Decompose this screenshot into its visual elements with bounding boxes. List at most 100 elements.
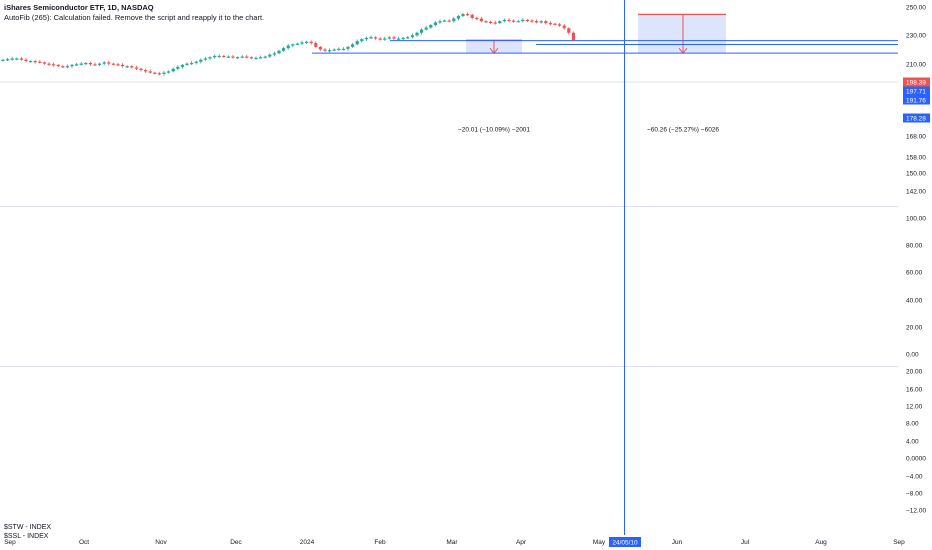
- candle-body: [387, 37, 391, 39]
- candle-body: [111, 63, 115, 65]
- candle-body: [544, 21, 548, 24]
- candle-body: [75, 64, 79, 66]
- price-label: 197.71: [906, 89, 926, 96]
- candle-body: [507, 19, 511, 22]
- time-cursor-bg: [609, 537, 641, 547]
- candle-body: [383, 38, 387, 40]
- candle-body: [88, 62, 92, 65]
- candle-body: [429, 25, 433, 28]
- candle-body: [268, 54, 272, 57]
- measure-label-bg: [638, 123, 728, 135]
- candle-body: [245, 56, 249, 58]
- candle-body: [351, 44, 355, 47]
- time-axis-label: Oct: [79, 539, 89, 546]
- candle-body: [56, 64, 60, 67]
- price-label: 178.28: [906, 116, 926, 123]
- price-axis-tick: 158.00: [906, 155, 926, 162]
- candle-body: [116, 64, 120, 66]
- candlesticks: [1, 12, 575, 76]
- candle-body: [29, 61, 33, 63]
- candle-body: [378, 38, 382, 40]
- candle-body: [360, 39, 364, 42]
- candle-body: [222, 55, 226, 58]
- candle-body: [424, 27, 428, 30]
- candle-body: [562, 25, 566, 29]
- candle-body: [525, 19, 529, 22]
- price-label: 198.39: [906, 80, 926, 87]
- candle-body: [305, 41, 309, 43]
- candle-body: [259, 57, 263, 59]
- indicator-label-stw[interactable]: $STW - INDEX: [4, 524, 52, 531]
- candle-body: [406, 37, 410, 39]
- horizontal-lines[interactable]: [312, 0, 898, 535]
- price-axis-tick: 142.00: [906, 189, 926, 196]
- indicator-label-ssl[interactable]: $SSL - INDEX: [4, 533, 49, 538]
- candle-body: [337, 48, 341, 51]
- candle-body: [323, 49, 327, 51]
- candle-body: [107, 62, 111, 64]
- candle-body: [190, 62, 194, 65]
- candle-body: [461, 14, 465, 17]
- candle-body: [47, 63, 51, 65]
- measure-label: −20.01 (−10.09%) −2001: [458, 127, 530, 134]
- price-label-bg: [903, 86, 930, 96]
- candle-body: [300, 42, 304, 44]
- candle-body: [236, 57, 240, 59]
- price-label-bg: [903, 77, 930, 87]
- measure-label-bg: [449, 123, 539, 135]
- time-axis-label: Sep: [893, 539, 905, 546]
- candle-body: [433, 22, 437, 26]
- candle-body: [318, 46, 322, 50]
- price-axis-tick: 0.00: [906, 352, 919, 359]
- price-axis-tick: 168.00: [906, 134, 926, 141]
- candle-body: [438, 21, 442, 23]
- candle-body: [249, 57, 253, 59]
- price-axis-tick: 12.00: [906, 404, 923, 411]
- candle-body: [277, 50, 281, 54]
- candle-body: [240, 56, 244, 58]
- price-axis-tick: 100.00: [906, 216, 926, 223]
- time-axis-label: Feb: [374, 539, 386, 546]
- candle-body: [231, 56, 235, 58]
- candle-body: [167, 71, 171, 73]
- candle-body: [539, 21, 543, 23]
- candle-body: [502, 19, 506, 22]
- candle-body: [558, 24, 562, 26]
- price-axis-tick: 210.00: [906, 62, 926, 69]
- candle-body: [226, 56, 230, 58]
- candle-body: [489, 21, 493, 24]
- candle-body: [369, 37, 373, 39]
- candle-body: [466, 14, 470, 16]
- candle-body: [208, 57, 212, 59]
- candle-body: [93, 64, 97, 66]
- candle-body: [456, 16, 460, 19]
- time-axis-label: Dec: [230, 539, 242, 546]
- time-axis[interactable]: Sep Oct Nov Dec 2024 Feb Mar Apr May Jun Jul Aug Sep…: [4, 537, 905, 547]
- candle-body: [185, 63, 189, 65]
- candle-body: [254, 57, 258, 60]
- price-axis-tick: 40.00: [906, 298, 923, 305]
- price-axis-tick: 8.00: [906, 421, 919, 428]
- time-axis-label: Nov: [155, 539, 167, 546]
- candle-body: [443, 20, 447, 22]
- candle-body: [153, 72, 157, 74]
- candle-body: [364, 37, 368, 40]
- candle-body: [148, 71, 152, 73]
- candle-body: [102, 62, 106, 64]
- candle-body: [171, 68, 175, 72]
- price-label-bg: [903, 95, 930, 105]
- candle-body: [392, 37, 396, 39]
- candle-body: [10, 58, 14, 60]
- price-axis[interactable]: 250.00 230.00 210.00 168.00 158.00 150.00 142.…: [903, 5, 930, 515]
- candle-body: [121, 64, 125, 67]
- candle-body: [470, 14, 474, 18]
- candle-body: [282, 48, 286, 51]
- candle-body: [309, 41, 313, 44]
- measure-box: [638, 14, 726, 54]
- candle-body: [180, 64, 184, 67]
- price-axis-tick: 0.0000: [906, 456, 926, 463]
- price-axis-tick: −8.00: [906, 491, 923, 498]
- measure-labels: −20.01 (−10.09%) −2001 −60.26 (−25.27%) −…: [449, 123, 728, 135]
- candle-body: [401, 37, 405, 40]
